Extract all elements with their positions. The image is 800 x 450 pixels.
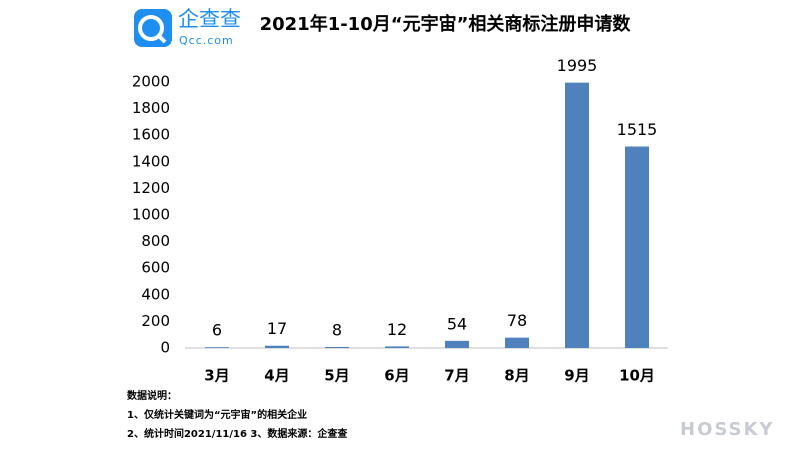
value-label: 78 [507,311,527,330]
value-label: 1515 [617,120,658,139]
bar [505,337,529,348]
x-tick-label: 6月 [384,367,409,385]
value-label: 1995 [557,56,598,75]
y-tick-label: 1800 [132,99,170,117]
note-line: 2、统计时间2021/11/16 3、数据来源：企查查 [127,427,348,440]
bar [565,82,589,348]
y-tick-label: 0 [160,339,170,357]
y-tick-label: 600 [141,259,170,277]
y-tick-label: 400 [141,285,170,303]
x-tick-label: 10月 [619,367,655,385]
x-tick-label: 8月 [504,367,529,385]
value-label: 8 [332,320,342,339]
y-tick-label: 800 [141,232,170,250]
y-tick-label: 1600 [132,126,170,144]
y-tick-label: 2000 [132,73,170,91]
logo-icon-ring [138,15,164,41]
value-label: 12 [387,320,407,339]
value-label: 17 [267,319,287,338]
x-tick-label: 7月 [444,367,469,385]
chart-title: 2021年1-10月“元宇宙”相关商标注册申请数 [260,13,632,35]
y-tick-label: 200 [141,312,170,330]
x-tick-label: 3月 [204,367,229,385]
bar [625,146,649,348]
watermark: HOSSKY [680,419,774,440]
bar [265,345,289,348]
logo-site: Qcc.com [179,34,234,47]
x-tick-label: 4月 [264,367,289,385]
y-tick-label: 1200 [132,179,170,197]
y-tick-label: 1400 [132,152,170,170]
bar [445,340,469,348]
y-tick-label: 1000 [132,206,170,224]
logo-icon-handle [156,33,167,44]
bar [205,347,229,348]
value-label: 54 [447,314,467,333]
notes-heading: 数据说明： [127,389,177,402]
bar [385,346,409,348]
bar [325,346,349,348]
note-line: 1、仅统计关键词为“元宇宙”的相关企业 [127,408,307,421]
x-tick-label: 9月 [564,367,589,385]
value-label: 6 [212,321,222,340]
logo-name: 企查查 [178,7,241,31]
x-tick-label: 5月 [324,367,349,385]
